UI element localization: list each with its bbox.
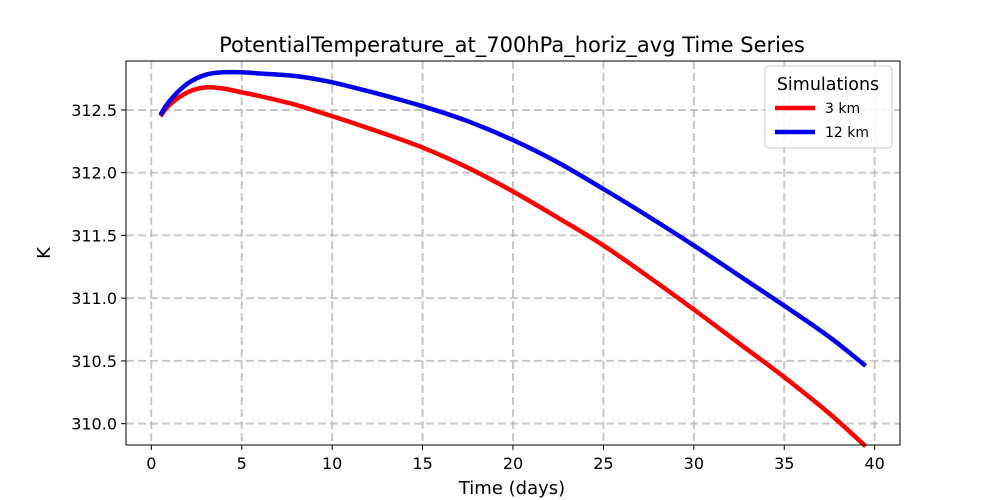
y-axis-label: K	[34, 246, 55, 259]
ticks-layer: 0 5 10 15 20 25 30 35 40 310.0 310.5 311.0 311.5 312.…	[71, 101, 885, 473]
x-axis-label: Time (days)	[458, 478, 565, 499]
y-tick-label: 311.0	[71, 289, 117, 308]
legend-label-3km: 3 km	[825, 101, 860, 117]
x-tick-label: 15	[412, 454, 432, 473]
y-tick-label: 312.0	[71, 164, 117, 183]
x-tick-label: 30	[684, 454, 704, 473]
legend-title: Simulations	[777, 75, 879, 95]
chart-title: PotentialTemperature_at_700hPa_horiz_avg…	[219, 33, 805, 58]
series-line-12km	[158, 69, 868, 368]
x-tick-label: 0	[146, 454, 156, 473]
y-tick-label: 311.5	[71, 226, 117, 245]
legend: Simulations 3 km 12 km	[764, 65, 893, 149]
x-tick-label: 40	[865, 454, 885, 473]
series-layer	[158, 69, 868, 448]
y-tick-label: 312.5	[71, 101, 117, 120]
x-tick-label: 35	[774, 454, 794, 473]
x-tick-label: 20	[503, 454, 523, 473]
legend-box	[764, 65, 893, 149]
legend-label-12km: 12 km	[825, 125, 869, 141]
x-tick-label: 25	[593, 454, 613, 473]
x-tick-label: 10	[322, 454, 342, 473]
x-tick-label: 5	[237, 454, 247, 473]
y-tick-label: 310.0	[71, 415, 117, 434]
y-tick-label: 310.5	[71, 352, 117, 371]
series-line-3km	[158, 84, 868, 448]
